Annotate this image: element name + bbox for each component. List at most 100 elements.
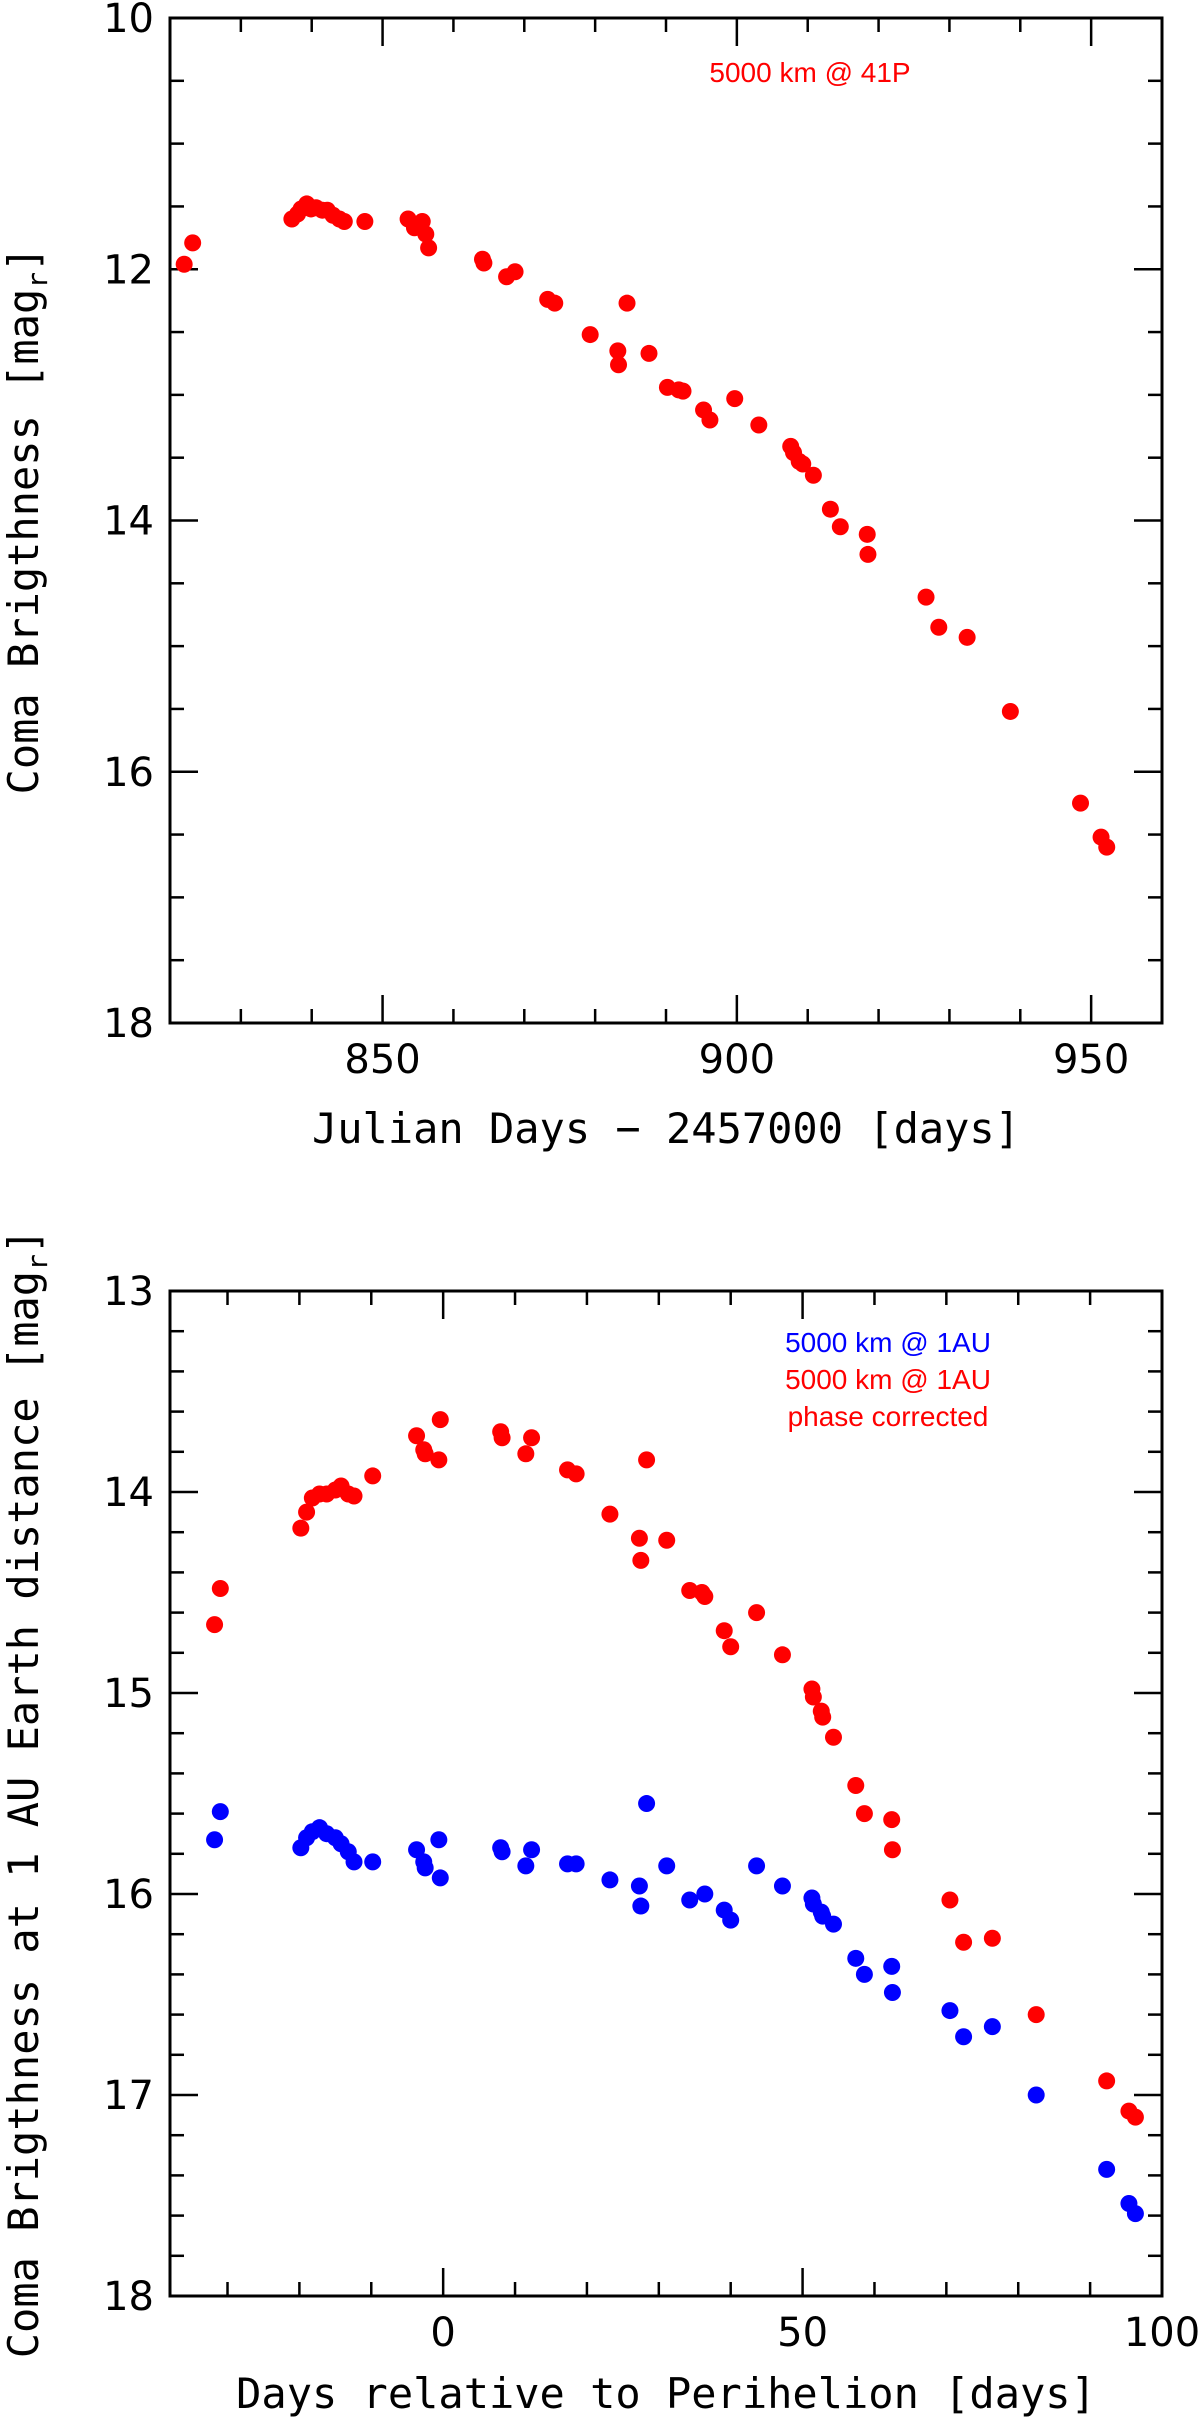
- y-tick-label: 12: [103, 247, 154, 293]
- data-point: [567, 1465, 585, 1483]
- data-point: [847, 1949, 865, 1967]
- data-point: [855, 1805, 873, 1823]
- y-tick-label: 15: [103, 1671, 154, 1717]
- data-point: [955, 1933, 973, 1951]
- data-point: [420, 239, 438, 257]
- data-point: [211, 1579, 229, 1597]
- plot-frame: [168, 16, 1164, 1025]
- data-point: [983, 2018, 1001, 2036]
- data-point: [546, 294, 564, 312]
- data-point: [1027, 2086, 1045, 2104]
- data-point: [506, 263, 524, 281]
- x-tick-label: 850: [344, 1037, 420, 1083]
- data-point: [517, 1857, 535, 1875]
- data-point: [883, 1841, 901, 1859]
- data-point: [184, 234, 202, 252]
- data-point: [722, 1911, 740, 1929]
- data-point: [408, 1427, 426, 1445]
- data-point: [941, 2002, 959, 2020]
- bottom-panel-plot: 0 50 100 13 14 15 16 17 18 Days relative to Perih…: [0, 1229, 1200, 2418]
- data-point: [955, 2028, 973, 2046]
- data-point: [773, 1646, 791, 1664]
- data-point: [674, 382, 692, 400]
- y-tick-label: 13: [103, 1269, 154, 1315]
- y-tick-label: 18: [103, 2274, 154, 2320]
- data-point: [345, 1487, 363, 1505]
- data-point: [1098, 2160, 1116, 2178]
- data-point: [567, 1855, 585, 1873]
- data-point: [581, 326, 599, 344]
- data-point: [748, 1857, 766, 1875]
- data-point: [794, 455, 812, 473]
- data-point: [523, 1429, 541, 1447]
- data-point: [1072, 794, 1090, 812]
- data-point: [416, 1859, 434, 1877]
- data-point: [364, 1853, 382, 1871]
- data-point: [681, 1891, 699, 1909]
- y-axis-label: Coma Brigthness at 1 AU Earth distance […: [0, 1229, 54, 2358]
- data-point: [883, 1957, 901, 1975]
- data-point: [750, 416, 768, 434]
- x-tick-label: 900: [699, 1037, 775, 1083]
- x-axis-label: Julian Days − 2457000 [days]: [312, 1104, 1020, 1153]
- data-point: [748, 1604, 766, 1622]
- data-point: [630, 1529, 648, 1547]
- data-point: [206, 1616, 224, 1634]
- data-point: [814, 1708, 832, 1726]
- data-point: [855, 1965, 873, 1983]
- data-point: [658, 1531, 676, 1549]
- data-point: [824, 1915, 842, 1933]
- data-point: [356, 213, 374, 231]
- data-point: [430, 1831, 448, 1849]
- data-point: [493, 1429, 511, 1447]
- data-point: [821, 500, 839, 518]
- data-point: [883, 1983, 901, 2001]
- data-point: [630, 1877, 648, 1895]
- x-tick-label: 50: [777, 2310, 828, 2356]
- data-point: [431, 1869, 449, 1887]
- data-point: [609, 342, 627, 360]
- data-point: [298, 1503, 316, 1521]
- data-point: [1027, 2006, 1045, 2024]
- data-point: [430, 1451, 448, 1469]
- data-point: [493, 1843, 511, 1861]
- data-point: [175, 255, 193, 273]
- data-point: [335, 213, 353, 231]
- data-point: [1126, 2205, 1144, 2223]
- data-point: [517, 1445, 535, 1463]
- x-tick-label: 0: [430, 2310, 455, 2356]
- data-point: [824, 1728, 842, 1746]
- data-point: [417, 225, 435, 243]
- data-point: [638, 1451, 656, 1469]
- data-point: [416, 1445, 434, 1463]
- data-point: [211, 1803, 229, 1821]
- y-tick-label: 16: [103, 750, 154, 796]
- data-point: [632, 1551, 650, 1569]
- data-point: [883, 1811, 901, 1829]
- data-point: [610, 356, 628, 374]
- series-ff0000: [206, 1411, 1144, 2126]
- data-point: [364, 1467, 382, 1485]
- y-tick-label: 14: [103, 1470, 154, 1516]
- data-point: [1098, 838, 1116, 856]
- data-point: [345, 1853, 363, 1871]
- y-tick-label: 18: [103, 1001, 154, 1047]
- top-panel-plot: 850 900 950 10 12 14 16 18 Julian Days − 2457000…: [0, 0, 1164, 1153]
- data-point: [431, 1411, 449, 1429]
- plot-frame: [168, 1289, 1164, 2298]
- data-point: [601, 1871, 619, 1889]
- data-point: [722, 1638, 740, 1656]
- data-point: [930, 618, 948, 636]
- data-point: [715, 1622, 733, 1640]
- y-tick-label: 17: [103, 2073, 154, 2119]
- data-point: [983, 1929, 1001, 1947]
- legend-entry: phase corrected: [788, 1401, 989, 1432]
- series-0000ff: [206, 1795, 1144, 2223]
- data-point: [1098, 2072, 1116, 2090]
- data-point: [701, 411, 719, 429]
- data-point: [475, 254, 493, 272]
- y-axis-label: Coma Brigthness [magr]: [0, 247, 54, 795]
- x-tick-label: 950: [1053, 1037, 1129, 1083]
- data-point: [632, 1897, 650, 1915]
- data-point: [804, 466, 822, 484]
